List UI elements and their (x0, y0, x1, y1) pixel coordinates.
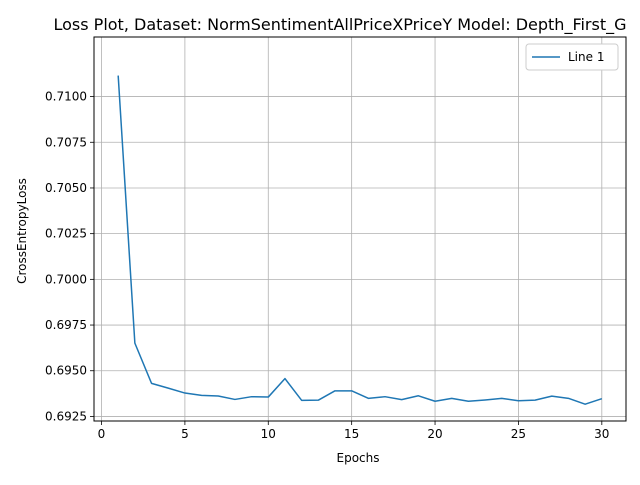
x-tick-label: 15 (344, 427, 359, 441)
y-tick-label: 0.7100 (45, 90, 87, 104)
x-tick-label: 10 (261, 427, 276, 441)
grid-lines (94, 37, 626, 421)
legend-box (525, 43, 619, 71)
legend-label: Line 1 (568, 50, 604, 64)
axis-ticks: 0 5 10 15 20 25 30 0.6925 0.6950 0.6975 0.7000 0.70… (45, 90, 609, 441)
plot-area-frame (93, 36, 627, 422)
legend: Line 1 (525, 43, 619, 71)
y-tick-label: 0.7050 (45, 181, 87, 195)
chart-title: Loss Plot, Dataset: NormSentimentAllPric… (53, 15, 626, 35)
x-tick-label: 30 (594, 427, 609, 441)
x-tick-label: 0 (98, 427, 106, 441)
x-tick-label: 5 (181, 427, 189, 441)
y-axis-label: CrossEntropyLoss (15, 178, 29, 284)
y-tick-label: 0.6975 (45, 318, 87, 332)
y-tick-label: 0.7000 (45, 272, 87, 286)
series-layer (117, 75, 603, 405)
series-line (117, 75, 603, 405)
x-axis-label: Epochs (337, 451, 380, 465)
y-tick-label: 0.7025 (45, 227, 87, 241)
y-tick-label: 0.6925 (45, 409, 87, 423)
x-tick-label: 25 (511, 427, 526, 441)
y-tick-label: 0.6950 (45, 364, 87, 378)
y-tick-label: 0.7075 (45, 135, 87, 149)
x-tick-label: 20 (427, 427, 442, 441)
